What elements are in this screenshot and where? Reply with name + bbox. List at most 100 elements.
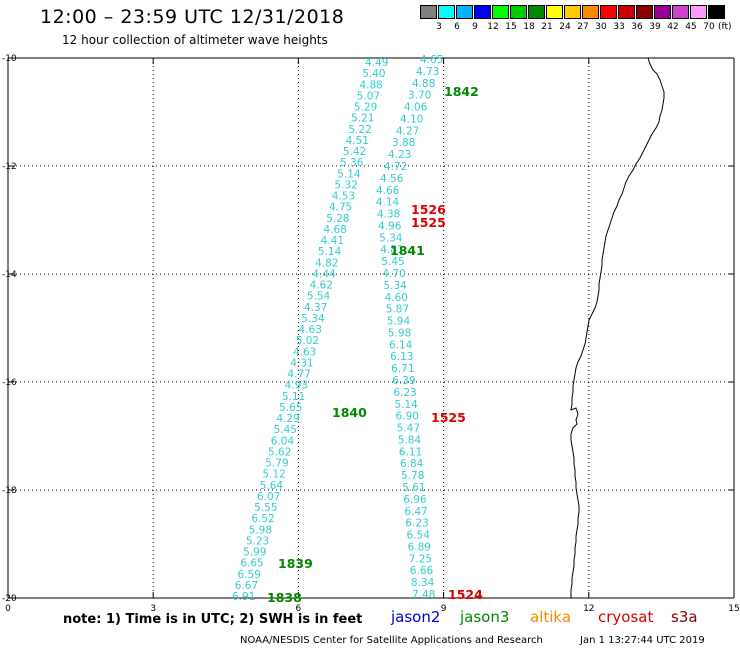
swh-value: 5.94 xyxy=(387,316,411,328)
legend-swatch xyxy=(456,5,473,19)
swh-value: 5.84 xyxy=(398,434,422,446)
satellite-name-jason3: jason3 xyxy=(460,608,510,626)
legend-label: 24 xyxy=(559,22,571,32)
swh-value: 4.37 xyxy=(304,302,327,314)
legend-swatch xyxy=(690,5,707,19)
swh-value: 5.98 xyxy=(388,327,411,339)
swh-value: 5.47 xyxy=(397,423,420,435)
swh-value: 4.31 xyxy=(290,357,313,369)
legend-swatch xyxy=(636,5,653,19)
pass-label: 1838 xyxy=(267,590,302,605)
swh-value: 5.40 xyxy=(362,68,385,80)
footer-credit: NOAA/NESDIS Center for Satellite Applica… xyxy=(240,635,543,646)
legend-swatch xyxy=(654,5,671,19)
swh-value: 5.61 xyxy=(402,482,425,494)
swh-value: 4.63 xyxy=(293,346,316,358)
swh-value: 6.11 xyxy=(399,446,422,458)
swh-value: 4.49 xyxy=(365,57,388,69)
legend-label: 3 xyxy=(436,22,442,32)
swh-value: 4.38 xyxy=(377,209,400,221)
legend-swatch xyxy=(708,5,725,19)
swh-value: 4.66 xyxy=(376,185,400,197)
page-title: 12:00 – 23:59 UTC 12/31/2018 xyxy=(40,6,345,28)
swh-value: 5.87 xyxy=(386,304,409,316)
swh-value: 5.65 xyxy=(279,402,302,414)
swh-value: 4.88 xyxy=(412,78,435,90)
page-subtitle: 12 hour collection of altimeter wave hei… xyxy=(62,33,328,47)
swh-value: 6.39 xyxy=(392,375,415,387)
legend-label: 45 xyxy=(685,22,697,32)
swh-value: 6.96 xyxy=(403,494,427,506)
axis-tick-label: -18 xyxy=(2,486,17,496)
axis-tick-label: 9 xyxy=(441,604,447,614)
swh-value: 4.06 xyxy=(404,102,428,114)
legend-label: 30 xyxy=(595,22,607,32)
swh-value: 5.23 xyxy=(246,535,269,547)
legend-swatch xyxy=(510,5,527,19)
swh-value: 4.60 xyxy=(385,292,408,304)
satellite-name-s3a: s3a xyxy=(671,608,698,626)
track-labels: 4.495.404.885.075.295.215.224.515.425.36… xyxy=(232,54,483,605)
swh-value: 6.66 xyxy=(410,565,434,577)
swh-value: 4.10 xyxy=(400,113,423,125)
swh-value: 5.78 xyxy=(401,470,424,482)
swh-value: 6.52 xyxy=(251,513,274,525)
swh-value: 6.90 xyxy=(396,411,419,423)
swh-value: 4.77 xyxy=(287,369,310,381)
swh-value: 6.84 xyxy=(400,458,424,470)
swh-value: 4.73 xyxy=(416,66,439,78)
pass-label: 1524 xyxy=(448,587,483,602)
swh-value: 3.70 xyxy=(408,90,431,102)
pass-label: 1841 xyxy=(390,243,425,258)
swh-value: 5.36 xyxy=(340,157,364,169)
satellite-name-cryosat: cryosat xyxy=(598,608,654,626)
swh-value: 6.65 xyxy=(240,558,263,570)
swh-value: 4.81 xyxy=(380,244,403,256)
swh-value: 6.59 xyxy=(238,569,261,581)
swh-value: 6.23 xyxy=(393,387,416,399)
swh-value: 6.14 xyxy=(389,339,413,351)
swh-value: 5.55 xyxy=(254,502,277,514)
swh-value: 5.79 xyxy=(265,458,288,470)
legend-label: 33 xyxy=(613,22,625,32)
swh-value: 7.25 xyxy=(409,553,432,565)
swh-value: 5.02 xyxy=(296,335,319,347)
swh-value: 4.68 xyxy=(323,224,346,236)
swh-value: 4.56 xyxy=(380,173,404,185)
legend-label: 6 xyxy=(454,22,460,32)
swh-value: 5.54 xyxy=(307,291,331,303)
legend-label: 12 xyxy=(487,22,499,32)
pass-label: 1840 xyxy=(332,405,367,420)
legend-label: 39 xyxy=(649,22,661,32)
swh-value: 4.65 xyxy=(420,54,443,66)
swh-value: 6.67 xyxy=(235,580,258,592)
swh-value: 6.04 xyxy=(271,435,295,447)
legend-swatch xyxy=(546,5,563,19)
satellite-name-jason2: jason2 xyxy=(391,608,441,626)
swh-value: 4.53 xyxy=(332,191,355,203)
swh-value: 6.07 xyxy=(257,491,280,503)
swh-value: 5.98 xyxy=(249,524,272,536)
swh-value: 5.14 xyxy=(337,168,361,180)
swh-value: 5.29 xyxy=(354,102,377,114)
pass-label: 1525 xyxy=(431,410,466,425)
swh-value: 4.41 xyxy=(321,235,344,247)
axis-tick-label: 3 xyxy=(150,604,156,614)
swh-value: 4.82 xyxy=(315,257,338,269)
legend-swatch xyxy=(582,5,599,19)
swh-value: 6.47 xyxy=(404,506,427,518)
pass-label: 1839 xyxy=(278,556,313,571)
swh-value: 4.63 xyxy=(299,324,322,336)
legend-swatch xyxy=(618,5,635,19)
axis-tick-label: 0 xyxy=(5,604,11,614)
swh-value: 4.88 xyxy=(359,79,382,91)
legend-swatch xyxy=(528,5,545,19)
pass-label: 1526 xyxy=(411,202,446,217)
legend-swatch xyxy=(474,5,491,19)
swh-value: 5.12 xyxy=(262,469,285,481)
coastline xyxy=(570,57,665,598)
swh-value: 5.45 xyxy=(381,256,404,268)
legend-swatch xyxy=(672,5,689,19)
axis-tick-label: -10 xyxy=(2,54,17,64)
